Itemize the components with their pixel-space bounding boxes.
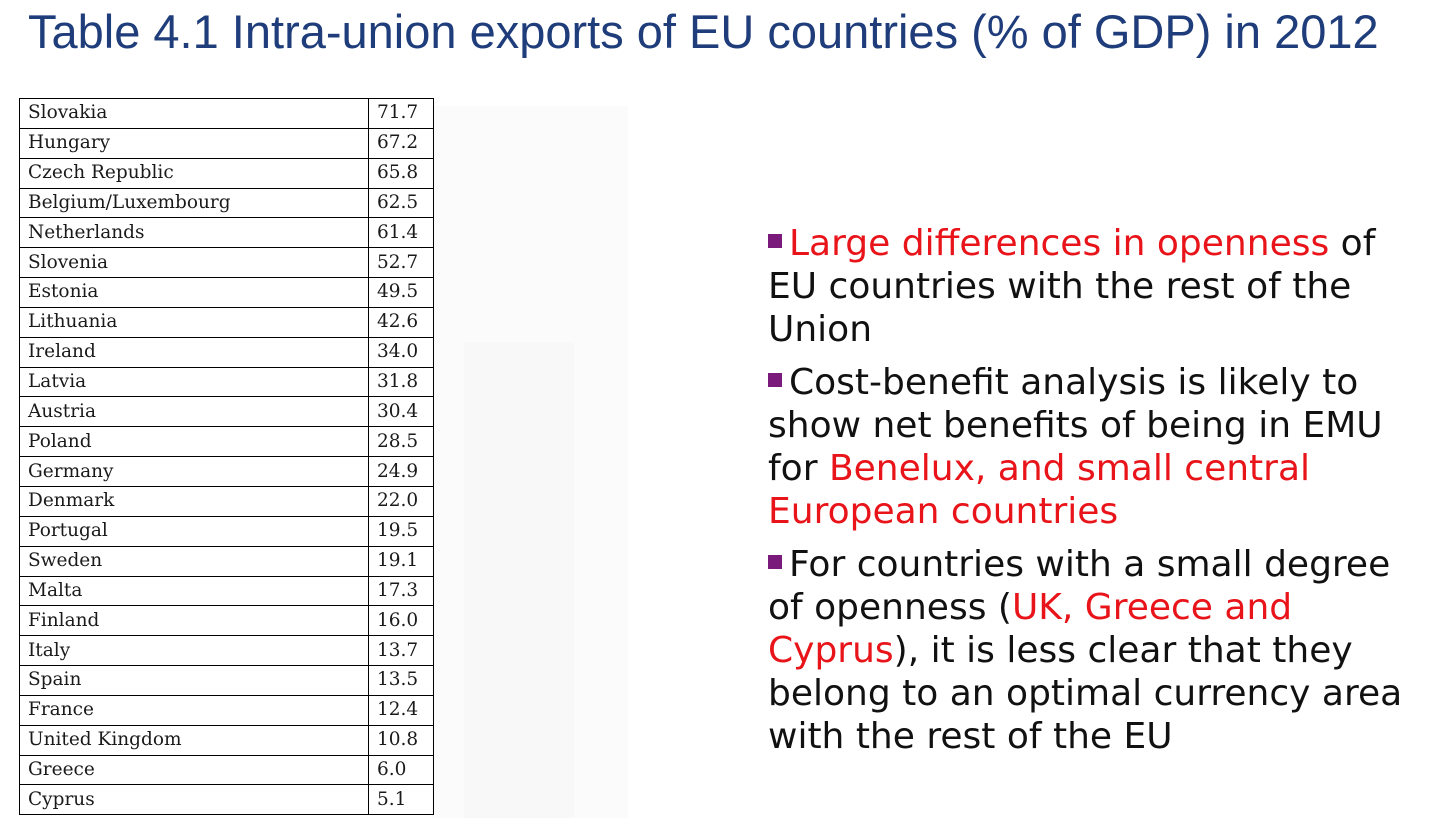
value-cell: 67.2 xyxy=(368,127,434,159)
bullet-text: ), it is less clear that they belong to … xyxy=(768,630,1403,757)
table-row: Ireland 34.0 xyxy=(19,336,434,368)
country-cell: Ireland xyxy=(19,336,369,368)
table-row: Poland 28.5 xyxy=(19,426,434,458)
table-row: United Kingdom 10.8 xyxy=(19,724,434,756)
bullet-item: Large differences in openness of EU coun… xyxy=(768,222,1428,351)
value-cell: 24.9 xyxy=(368,456,434,487)
country-cell: Italy xyxy=(19,635,369,667)
country-cell: Slovenia xyxy=(19,247,369,279)
bullet-list: Large differences in openness of EU coun… xyxy=(768,222,1428,768)
table-row: Denmark 22.0 xyxy=(19,485,434,517)
table-row: Austria 30.4 xyxy=(19,396,434,428)
bullet-item: Cost-benefit analysis is likely to show … xyxy=(768,361,1428,533)
country-cell: Netherlands xyxy=(19,217,369,249)
value-cell: 5.1 xyxy=(368,784,434,816)
value-cell: 13.7 xyxy=(368,635,434,667)
bullet-text: For countries with a small degree of ope… xyxy=(768,544,1391,628)
value-cell: 30.4 xyxy=(368,396,434,428)
table-row: Spain 13.5 xyxy=(19,665,434,696)
country-cell: Latvia xyxy=(19,366,369,398)
table-row: Cyprus 5.1 xyxy=(19,784,434,816)
country-cell: Spain xyxy=(19,665,369,696)
exports-table: Slovakia 71.7 Hungary 67.2 Czech Republic 65.… xyxy=(19,98,434,816)
country-cell: Slovakia xyxy=(19,98,369,129)
country-cell: Sweden xyxy=(19,545,369,577)
table-row: Greece 6.0 xyxy=(19,754,434,786)
value-cell: 42.6 xyxy=(368,306,434,338)
highlight-text: UK, Greece and Cyprus xyxy=(768,587,1293,671)
country-cell: Hungary xyxy=(19,127,369,159)
country-cell: Estonia xyxy=(19,277,369,308)
value-cell: 17.3 xyxy=(368,575,434,607)
table-row: Hungary 67.2 xyxy=(19,127,434,159)
square-bullet-icon xyxy=(768,555,782,569)
table-row: Finland 16.0 xyxy=(19,605,434,637)
table-row: Portugal 19.5 xyxy=(19,515,434,547)
country-cell: Austria xyxy=(19,396,369,428)
country-cell: Denmark xyxy=(19,485,369,517)
value-cell: 16.0 xyxy=(368,605,434,637)
square-bullet-icon xyxy=(768,234,782,248)
country-cell: Cyprus xyxy=(19,784,369,816)
country-cell: Finland xyxy=(19,605,369,637)
value-cell: 10.8 xyxy=(368,724,434,756)
table-row: Sweden 19.1 xyxy=(19,545,434,577)
highlight-text: Benelux, and small central European coun… xyxy=(768,448,1311,532)
value-cell: 61.4 xyxy=(368,217,434,249)
value-cell: 49.5 xyxy=(368,277,434,308)
table-row: Belgium/Luxembourg 62.5 xyxy=(19,187,434,219)
bullet-text: of EU countries with the rest of the Uni… xyxy=(768,223,1376,350)
country-cell: Czech Republic xyxy=(19,157,369,189)
value-cell: 19.1 xyxy=(368,545,434,577)
exports-table-body: Slovakia 71.7 Hungary 67.2 Czech Republic 65.… xyxy=(19,98,434,816)
bullet-item: For countries with a small degree of ope… xyxy=(768,543,1428,758)
country-cell: Portugal xyxy=(19,515,369,547)
country-cell: France xyxy=(19,694,369,726)
value-cell: 34.0 xyxy=(368,336,434,368)
table-row: Latvia 31.8 xyxy=(19,366,434,398)
country-cell: Lithuania xyxy=(19,306,369,338)
table-row: Lithuania 42.6 xyxy=(19,306,434,338)
value-cell: 12.4 xyxy=(368,694,434,726)
country-cell: United Kingdom xyxy=(19,724,369,756)
square-bullet-icon xyxy=(768,373,782,387)
table-row: Netherlands 61.4 xyxy=(19,217,434,249)
country-cell: Greece xyxy=(19,754,369,786)
value-cell: 31.8 xyxy=(368,366,434,398)
table-row: Malta 17.3 xyxy=(19,575,434,607)
table-row: Czech Republic 65.8 xyxy=(19,157,434,189)
value-cell: 6.0 xyxy=(368,754,434,786)
table-row: Germany 24.9 xyxy=(19,456,434,487)
value-cell: 28.5 xyxy=(368,426,434,458)
table-row: Slovakia 71.7 xyxy=(19,98,434,129)
value-cell: 13.5 xyxy=(368,665,434,696)
background-decoration xyxy=(464,342,574,818)
table-row: France 12.4 xyxy=(19,694,434,726)
page-title: Table 4.1 Intra-union exports of EU coun… xyxy=(28,5,1379,58)
value-cell: 65.8 xyxy=(368,157,434,189)
value-cell: 62.5 xyxy=(368,187,434,219)
table-row: Italy 13.7 xyxy=(19,635,434,667)
table-row: Estonia 49.5 xyxy=(19,277,434,308)
table-row: Slovenia 52.7 xyxy=(19,247,434,279)
country-cell: Belgium/Luxembourg xyxy=(19,187,369,219)
value-cell: 19.5 xyxy=(368,515,434,547)
country-cell: Malta xyxy=(19,575,369,607)
country-cell: Germany xyxy=(19,456,369,487)
bullet-text: Cost-benefit analysis is likely to show … xyxy=(768,362,1383,489)
value-cell: 22.0 xyxy=(368,485,434,517)
highlight-text: Large differences in openness xyxy=(789,223,1330,264)
value-cell: 52.7 xyxy=(368,247,434,279)
value-cell: 71.7 xyxy=(368,98,434,129)
exports-table-container: Slovakia 71.7 Hungary 67.2 Czech Republic 65.… xyxy=(19,98,434,816)
country-cell: Poland xyxy=(19,426,369,458)
